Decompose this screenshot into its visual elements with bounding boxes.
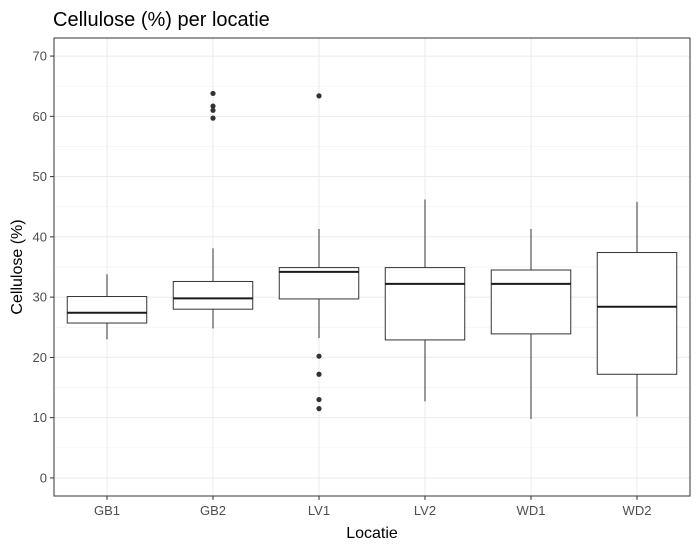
boxes bbox=[66, 90, 678, 419]
x-tick-label: LV1 bbox=[308, 503, 330, 518]
interquartile-box bbox=[278, 267, 360, 300]
y-axis-title: Cellulose (%) bbox=[9, 219, 26, 314]
interquartile-box bbox=[490, 269, 572, 335]
interquartile-box bbox=[596, 252, 678, 375]
chart-title: Cellulose (%) per locatie bbox=[53, 9, 270, 31]
y-tick-label: 50 bbox=[33, 169, 47, 184]
outlier-point bbox=[316, 406, 322, 412]
x-tick-label: WD1 bbox=[517, 503, 546, 518]
grid bbox=[54, 38, 690, 496]
plot-panel-border bbox=[53, 37, 691, 497]
x-tick-label: GB1 bbox=[94, 503, 120, 518]
outlier-point bbox=[316, 93, 322, 99]
box-wd2 bbox=[596, 201, 678, 417]
box-lv2 bbox=[384, 199, 466, 402]
outlier-point bbox=[210, 103, 216, 109]
y-tick-label: 30 bbox=[33, 290, 47, 305]
x-tick-label: GB2 bbox=[200, 503, 226, 518]
outlier-point bbox=[316, 371, 322, 377]
y-tick-label: 60 bbox=[33, 109, 47, 124]
x-tick-label: LV2 bbox=[414, 503, 436, 518]
interquartile-box bbox=[66, 296, 148, 324]
y-tick-label: 0 bbox=[40, 470, 47, 485]
y-tick-label: 40 bbox=[33, 229, 47, 244]
x-axis-title: Locatie bbox=[346, 525, 398, 542]
y-tick-label: 70 bbox=[33, 49, 47, 64]
y-axis-ticks: 0 10 20 30 40 50 60 70 bbox=[33, 49, 54, 485]
box-lv1 bbox=[278, 93, 360, 412]
y-tick-label: 20 bbox=[33, 350, 47, 365]
x-tick-label: WD2 bbox=[623, 503, 652, 518]
interquartile-box bbox=[172, 280, 254, 310]
interquartile-box bbox=[384, 267, 466, 341]
outlier-point bbox=[210, 115, 216, 121]
outlier-point bbox=[210, 90, 216, 97]
outlier-point bbox=[316, 396, 322, 403]
outlier-point bbox=[316, 353, 322, 359]
outlier-point bbox=[210, 107, 216, 113]
x-axis-ticks: GB1 GB2 LV1 LV2 WD1 WD2 bbox=[94, 496, 651, 518]
box-gb2 bbox=[172, 90, 254, 329]
box-wd1 bbox=[490, 229, 572, 419]
box-gb1 bbox=[66, 274, 148, 340]
y-tick-label: 10 bbox=[33, 410, 47, 425]
